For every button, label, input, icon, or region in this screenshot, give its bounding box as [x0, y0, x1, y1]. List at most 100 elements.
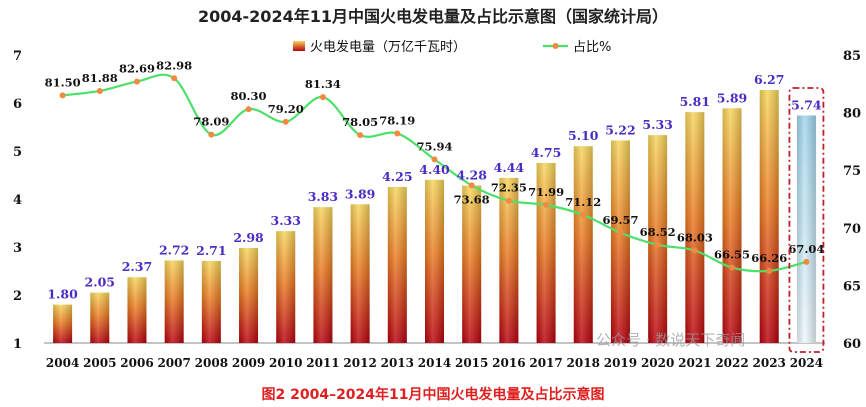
share-value-label: 68.03 — [677, 230, 713, 244]
bar-shading — [462, 185, 482, 343]
share-value-label: 78.05 — [342, 115, 378, 129]
bar-shading — [648, 135, 668, 343]
left-axis-tick: 2 — [13, 289, 22, 304]
bar-value-label: 3.33 — [271, 213, 301, 228]
right-axis-tick: 80 — [843, 107, 861, 122]
bar-value-label: 2.05 — [85, 275, 115, 290]
x-axis-tick: 2018 — [567, 356, 600, 370]
bar-shading — [425, 179, 444, 343]
bar-value-label: 5.74 — [791, 97, 822, 112]
bar-value-label: 1.80 — [47, 287, 78, 302]
right-axis-tick: 75 — [843, 164, 861, 179]
right-axis-tick: 85 — [843, 49, 861, 64]
bar-shading — [722, 108, 742, 343]
share-value-label: 71.12 — [565, 195, 601, 209]
share-point — [803, 258, 810, 265]
x-axis-tick: 2023 — [753, 356, 786, 370]
x-axis-tick: 2005 — [83, 356, 116, 370]
share-value-label: 79.20 — [268, 102, 304, 116]
bar-value-label: 4.40 — [419, 162, 450, 177]
x-axis-tick: 2006 — [120, 356, 153, 370]
bar-value-label: 4.25 — [382, 169, 412, 184]
bar-shading — [573, 146, 593, 343]
share-value-label: 81.50 — [45, 75, 81, 89]
share-point — [319, 94, 326, 101]
share-point — [468, 182, 475, 189]
share-value-label: 78.19 — [379, 113, 415, 127]
x-axis-tick: 2010 — [269, 356, 302, 370]
share-point — [766, 267, 773, 274]
bar-shading — [350, 204, 370, 343]
share-point — [59, 92, 66, 99]
chart-caption: 图2 2004–2024年11月中国火电发电量及占比示意图 — [261, 386, 604, 403]
bar-shading — [610, 140, 630, 343]
bar-shading — [201, 260, 221, 343]
share-value-label: 81.34 — [305, 77, 341, 91]
share-value-label: 72.35 — [491, 181, 527, 195]
x-axis-tick: 2013 — [381, 356, 414, 370]
share-point — [543, 201, 550, 208]
share-value-label: 81.88 — [82, 71, 118, 85]
share-value-label: 73.68 — [454, 192, 490, 206]
bar-shading — [164, 260, 184, 343]
x-axis-tick: 2007 — [157, 356, 190, 370]
x-axis-tick: 2012 — [343, 356, 376, 370]
legend-bar-label: 火电发电量（万亿千瓦时） — [310, 39, 466, 55]
share-value-label: 69.57 — [602, 213, 638, 227]
left-axis-tick: 3 — [13, 241, 22, 256]
chart-title: 2004-2024年11月中国火电发电量及占比示意图（国家统计局） — [198, 7, 668, 26]
share-value-label: 66.26 — [751, 251, 787, 265]
legend-line-marker — [552, 43, 559, 49]
x-axis-tick: 2016 — [492, 356, 525, 370]
share-value-label: 71.99 — [528, 185, 564, 199]
left-axis-tick: 7 — [13, 49, 22, 64]
bar-shading — [90, 292, 110, 343]
data-labels: 1.80 2.05 2.37 2.72 2.71 2.98 3.33 3.83 3.89 4.25… — [45, 58, 825, 301]
legend-line-label: 占比% — [573, 40, 611, 55]
left-axis-tick: 6 — [13, 97, 22, 112]
bar-value-label: 3.89 — [345, 186, 375, 201]
bar-value-label: 4.44 — [494, 160, 525, 175]
left-axis-tick: 1 — [13, 337, 22, 352]
bar-shading — [685, 112, 705, 344]
share-point — [245, 106, 252, 113]
right-axis-tick: 65 — [843, 279, 861, 294]
share-point — [654, 241, 661, 248]
x-axis-tick: 2009 — [232, 356, 265, 370]
bar-value-label: 5.81 — [680, 94, 710, 109]
share-point — [394, 130, 401, 137]
bar-value-label: 2.71 — [196, 243, 226, 258]
x-axis-tick: 2021 — [678, 356, 711, 370]
left-axis-tick: 5 — [13, 145, 22, 160]
bar-value-label: 6.27 — [754, 72, 784, 87]
share-value-label: 75.94 — [416, 139, 452, 153]
x-axis-tick: 2017 — [529, 356, 562, 370]
share-value-label: 68.52 — [640, 225, 676, 239]
x-axis-tick: 2014 — [418, 356, 451, 370]
share-point — [691, 247, 698, 254]
bar-shading — [536, 163, 556, 343]
share-point — [431, 156, 438, 163]
bar-value-label: 5.22 — [605, 122, 635, 137]
bar-value-label: 4.28 — [456, 168, 487, 183]
bar-series — [53, 90, 816, 344]
share-point — [133, 78, 140, 85]
bar-shading — [759, 90, 779, 343]
share-point — [505, 197, 512, 204]
bar-shading — [313, 207, 333, 343]
bar-shading — [796, 115, 816, 343]
bar-shading — [276, 231, 296, 343]
bar-shading — [127, 277, 147, 343]
legend: 火电发电量（万亿千瓦时） 占比% — [293, 39, 611, 55]
share-value-label: 78.09 — [193, 115, 229, 129]
x-axis-tick: 2015 — [455, 356, 488, 370]
line-series — [59, 73, 810, 274]
x-axis-tick: 2019 — [604, 356, 637, 370]
bar-shading — [239, 247, 259, 343]
share-point — [357, 132, 364, 139]
bar-value-label: 4.75 — [531, 145, 561, 160]
x-axis-tick: 2008 — [195, 356, 228, 370]
right-axis-tick: 70 — [843, 222, 861, 237]
bar-shading — [53, 304, 73, 343]
